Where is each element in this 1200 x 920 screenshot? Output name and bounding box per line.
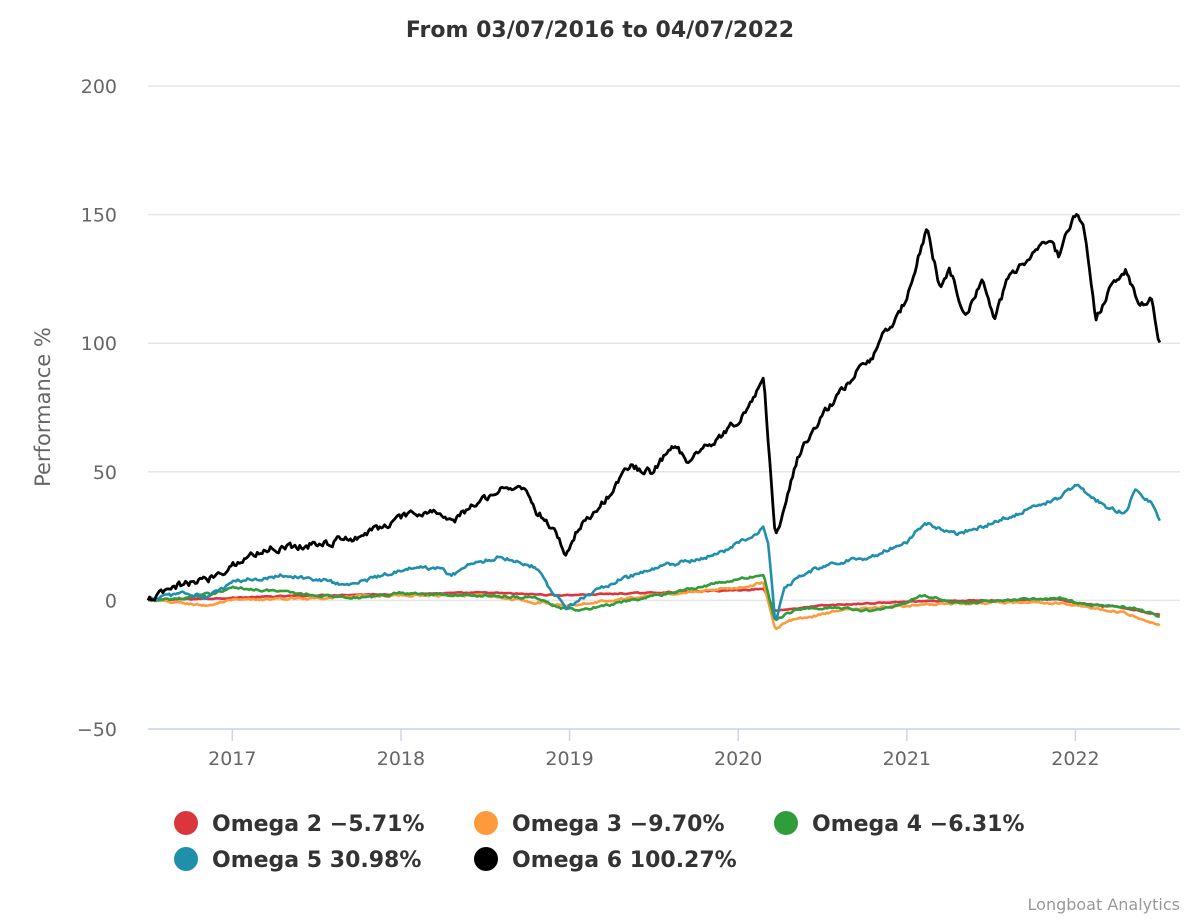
y-tick-label: 100 xyxy=(81,333,117,355)
series-line-omega-4 xyxy=(147,573,1160,622)
legend-marker xyxy=(474,847,498,871)
x-tick-label: 2022 xyxy=(1051,748,1099,770)
credit[interactable]: Longboat Analytics xyxy=(1028,895,1180,914)
series-line-omega-3 xyxy=(147,581,1161,631)
grid xyxy=(148,85,1180,730)
legend-marker xyxy=(774,811,798,835)
x-tick-label: 2021 xyxy=(883,748,931,770)
legend: Omega 2 −5.71% Omega 3 −9.70% Omega 4 −6.3… xyxy=(174,811,1025,873)
x-tick-label: 2019 xyxy=(545,748,593,770)
y-tick-label: 50 xyxy=(93,462,117,484)
y-tick-label: −50 xyxy=(77,719,117,741)
y-tick-label: 200 xyxy=(81,76,117,98)
legend-item[interactable]: Omega 3 −9.70% xyxy=(512,812,725,837)
legend-marker xyxy=(474,811,498,835)
legend-item[interactable]: Omega 5 30.98% xyxy=(212,848,421,873)
x-axis: 2017 2018 2019 2020 2021 2022 xyxy=(148,728,1180,770)
series-line-omega-6 xyxy=(146,213,1162,602)
x-tick-label: 2018 xyxy=(377,748,425,770)
y-tick-label: 150 xyxy=(81,205,117,227)
y-axis-label: Performance % xyxy=(31,327,55,487)
legend-marker xyxy=(174,811,198,835)
y-tick-label: 0 xyxy=(105,590,117,612)
x-tick-label: 2017 xyxy=(208,748,256,770)
x-tick-label: 2020 xyxy=(714,748,762,770)
legend-item[interactable]: Omega 6 100.27% xyxy=(512,848,737,873)
series-group xyxy=(146,213,1162,631)
legend-item[interactable]: Omega 2 −5.71% xyxy=(212,812,425,837)
legend-item[interactable]: Omega 4 −6.31% xyxy=(812,812,1025,837)
chart-title: From 03/07/2016 to 04/07/2022 xyxy=(406,18,794,43)
legend-marker xyxy=(174,847,198,871)
series-line-omega-5 xyxy=(147,483,1161,621)
y-axis: −50 0 50 100 150 200 xyxy=(77,76,117,741)
